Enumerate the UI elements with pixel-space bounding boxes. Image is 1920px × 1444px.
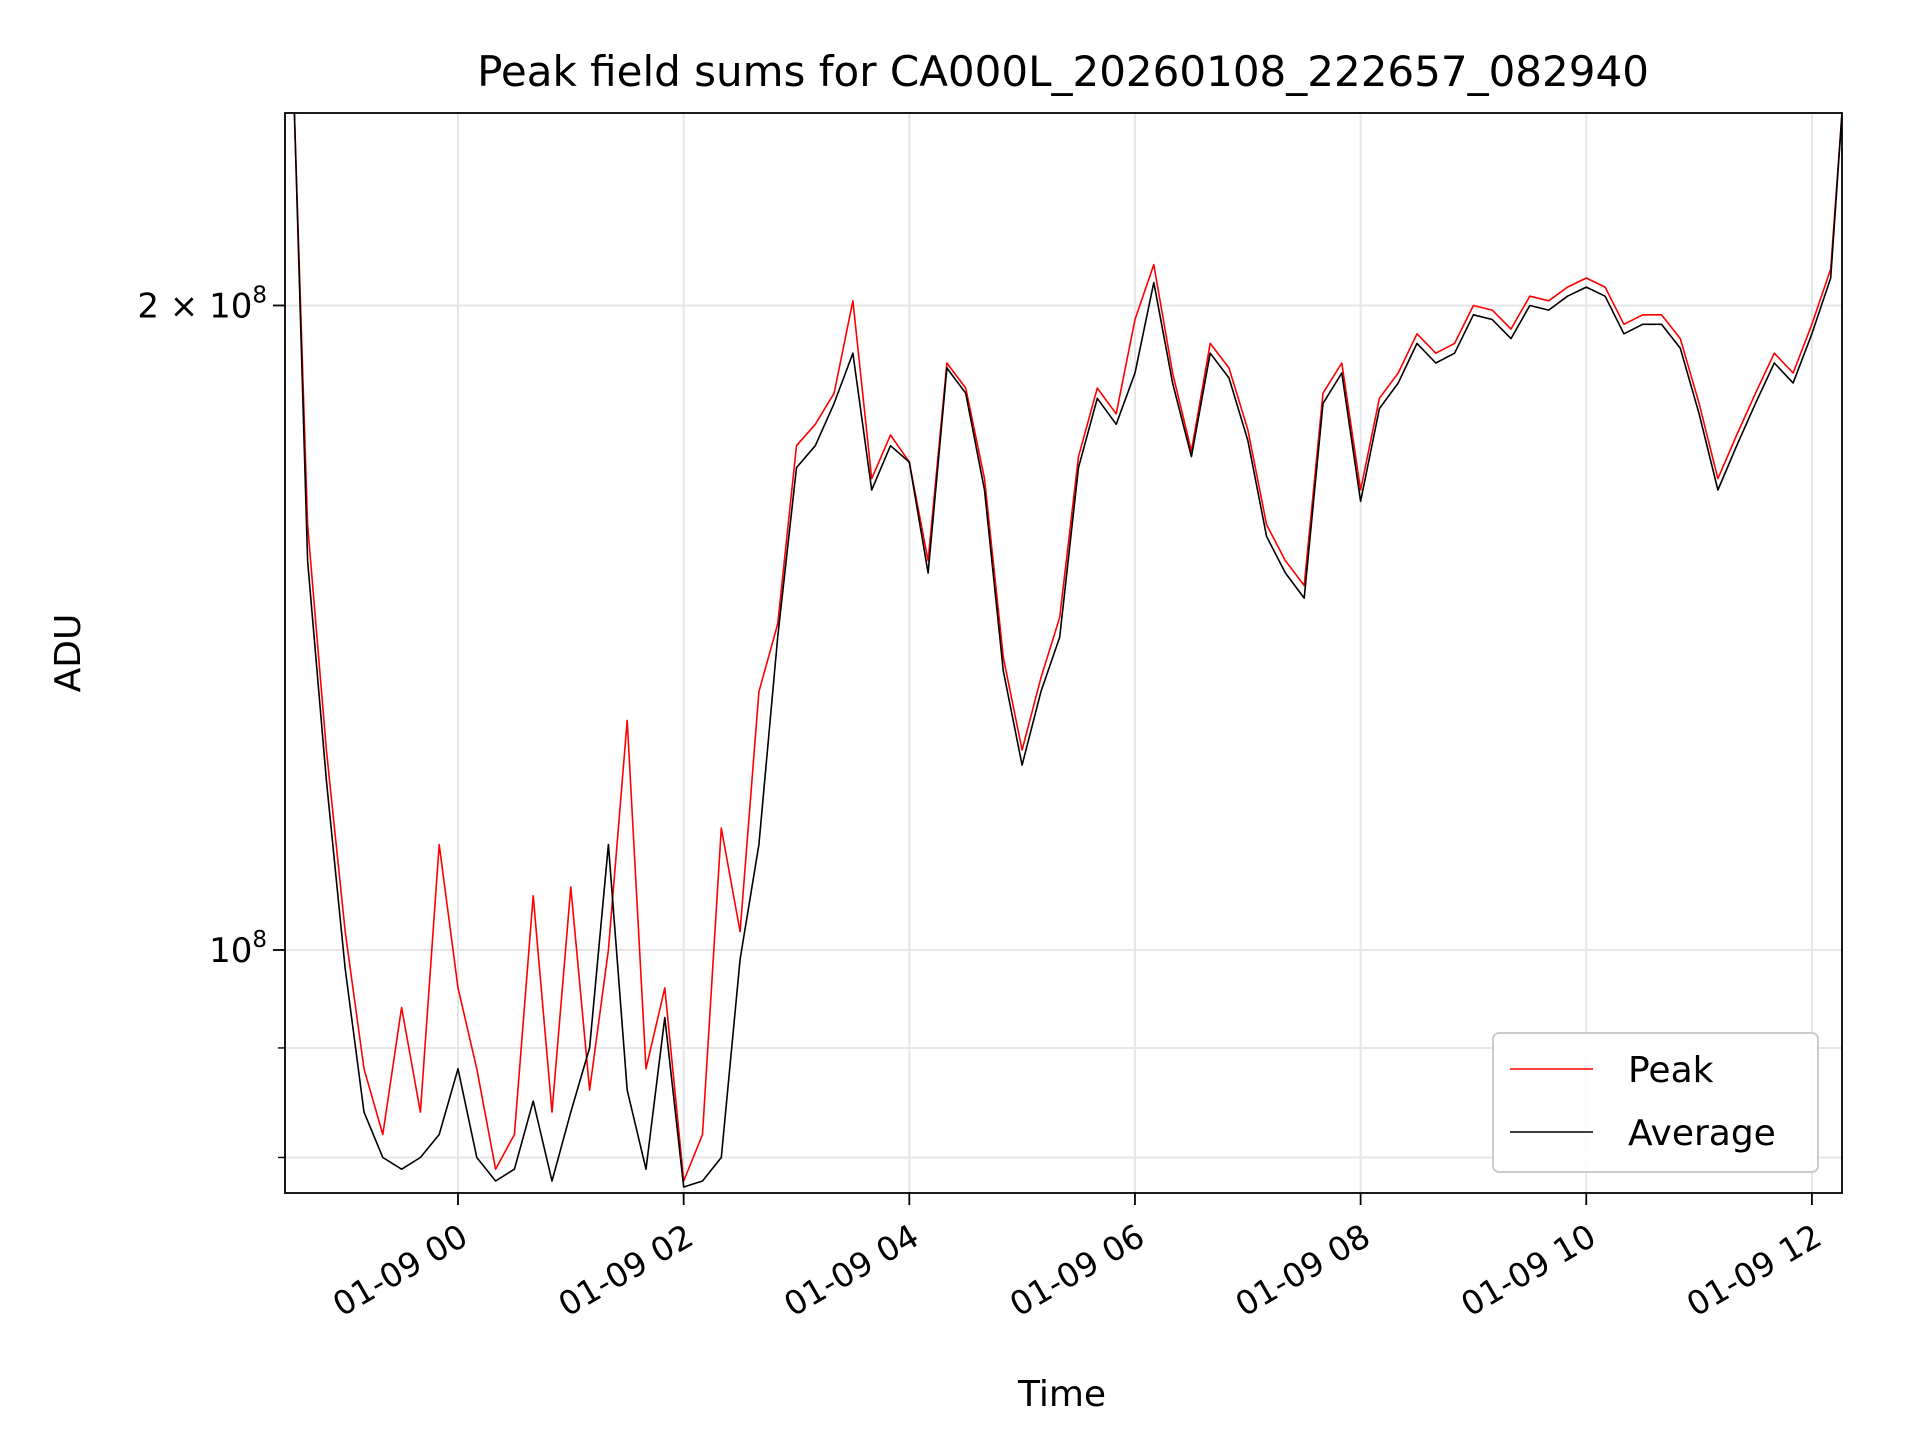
series-lines (293, 113, 1842, 1188)
y-tick-label: 108 (209, 927, 267, 971)
y-tick-label-base: 10 (209, 286, 252, 326)
legend: Peak Average (1492, 1032, 1819, 1173)
plot-frame (284, 112, 1843, 1194)
legend-label-average: Average (1628, 1113, 1776, 1154)
y-tick-label-exponent: 8 (252, 282, 267, 308)
y-tick-label-exponent: 8 (252, 927, 267, 953)
y-tick-label-coefficient: 2 × (137, 286, 209, 326)
legend-box (1492, 1032, 1819, 1173)
legend-label-peak: Peak (1628, 1050, 1714, 1091)
chart-title: Peak field sums for CA000L_20260108_2226… (477, 47, 1649, 96)
x-axis-label: Time (1017, 1374, 1106, 1415)
series-line-average (293, 113, 1842, 1188)
y-tick-label: 2 × 108 (137, 282, 267, 326)
series-line-peak (293, 113, 1842, 1182)
y-tick-label-base: 10 (209, 931, 252, 971)
y-axis-label: ADU (48, 614, 89, 693)
